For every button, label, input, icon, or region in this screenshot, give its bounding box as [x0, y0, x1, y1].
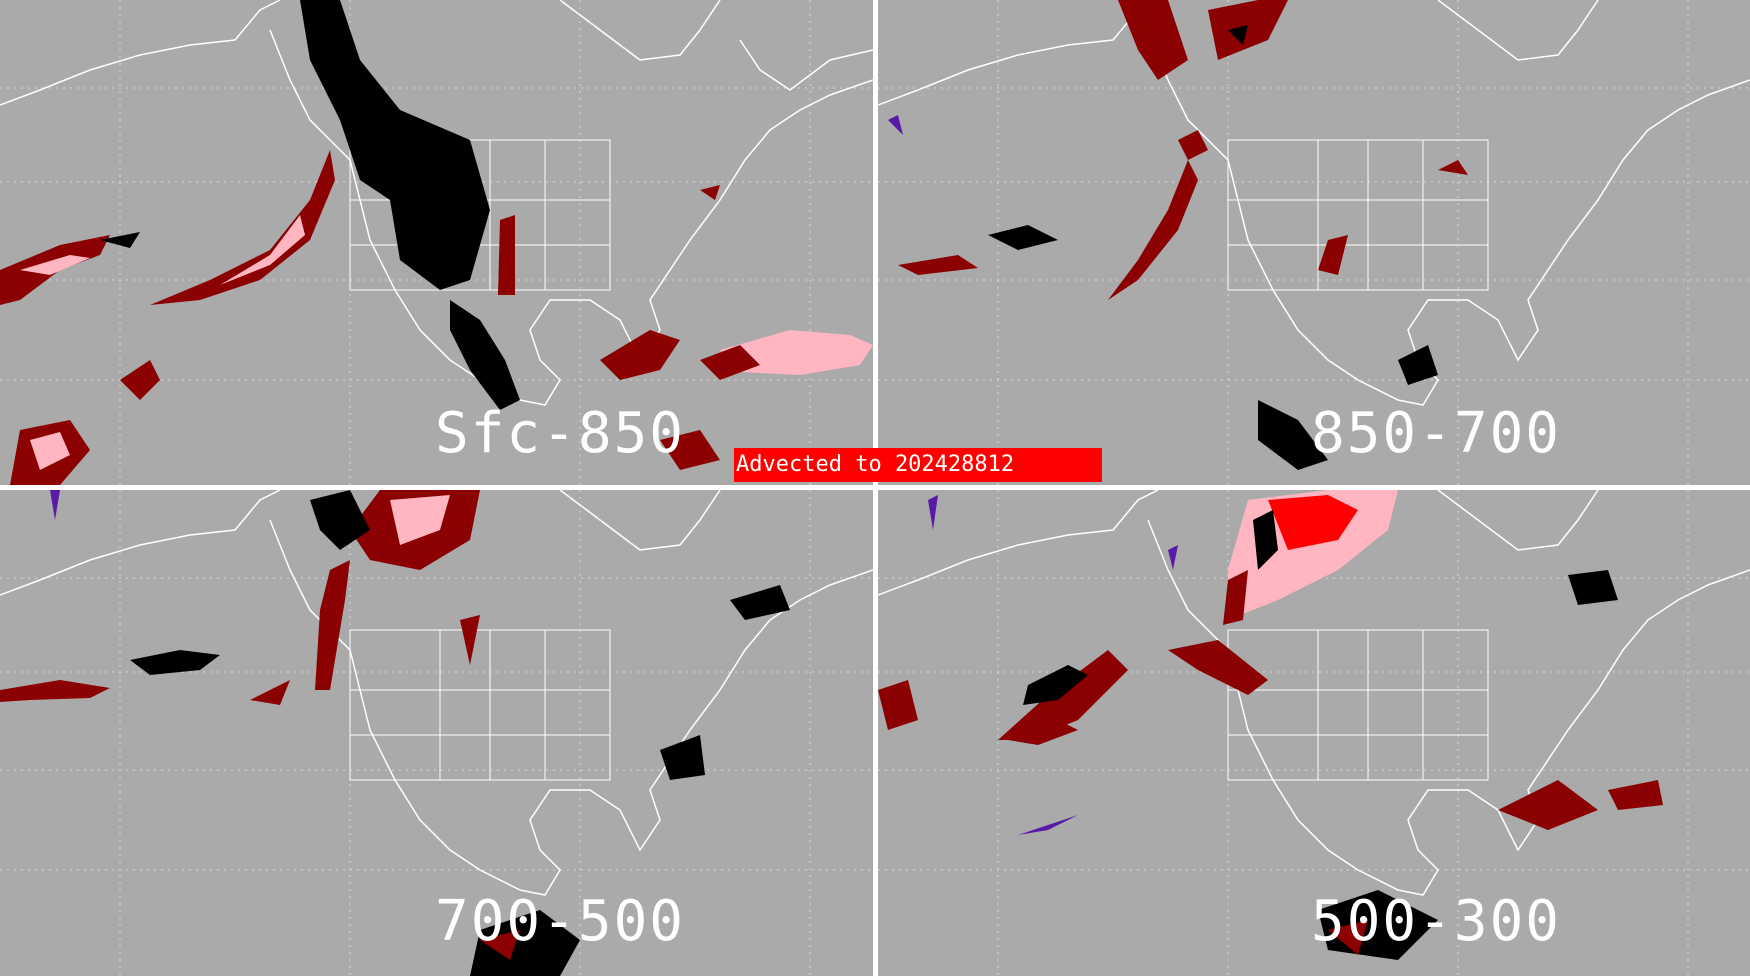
- map-panel-sfc-850: Sfc-850: [0, 0, 873, 485]
- map-canvas: [878, 490, 1750, 976]
- state-borders: [1227, 139, 1489, 291]
- coastlines: [878, 0, 1750, 406]
- layer-label: 850-700: [1311, 401, 1562, 466]
- map-panel-850-700: 850-700: [878, 0, 1750, 485]
- moisture-plumes: [878, 490, 1663, 960]
- advected-time-banner: Advected to 202428812: [734, 448, 1102, 482]
- moisture-plumes: [0, 0, 873, 485]
- map-panel-700-500: 700-500: [0, 490, 873, 976]
- moisture-plumes: [888, 0, 1468, 470]
- map-canvas: [0, 0, 873, 485]
- layer-label: 700-500: [435, 889, 686, 954]
- map-canvas: [878, 0, 1750, 485]
- coastlines: [0, 490, 873, 896]
- map-panel-500-300: 500-300: [878, 490, 1750, 976]
- state-borders: [349, 629, 611, 781]
- map-canvas: [0, 490, 873, 976]
- state-borders: [1227, 629, 1489, 781]
- layer-label: 500-300: [1311, 889, 1562, 954]
- coastlines: [0, 0, 873, 406]
- horizontal-divider: [0, 485, 1750, 490]
- moisture-plumes: [0, 490, 790, 976]
- layer-label: Sfc-850: [435, 401, 686, 466]
